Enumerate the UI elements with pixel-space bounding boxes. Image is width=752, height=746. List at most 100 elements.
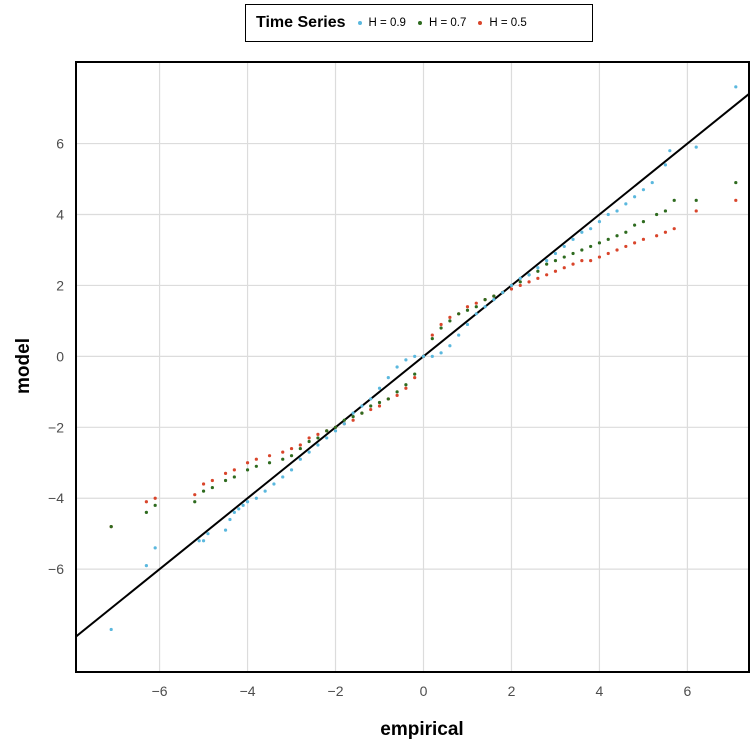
data-point-h07: [536, 269, 540, 273]
data-point-h05: [448, 315, 452, 319]
data-point-h05: [694, 209, 698, 213]
data-point-h07: [465, 308, 470, 312]
legend-marker-h05: [478, 21, 483, 25]
data-point-h05: [245, 461, 250, 465]
data-point-h09: [281, 475, 285, 479]
data-point-h05: [439, 322, 443, 327]
data-point-h07: [254, 464, 258, 468]
data-point-h05: [545, 273, 549, 277]
x-tick-label: 0: [420, 683, 428, 699]
data-point-h05: [307, 436, 311, 440]
data-point-h09: [465, 322, 470, 327]
data-point-h07: [624, 230, 628, 234]
data-point-h09: [404, 358, 408, 362]
data-point-h05: [663, 230, 668, 234]
data-point-h07: [395, 390, 399, 394]
data-point-h07: [369, 404, 373, 408]
data-point-h07: [193, 500, 197, 504]
data-point-h07: [413, 372, 417, 376]
data-point-h07: [307, 439, 311, 444]
data-point-h09: [360, 404, 364, 408]
legend-label-h05: H = 0.5: [489, 17, 527, 29]
data-point-h09: [289, 468, 294, 472]
data-point-h05: [571, 262, 575, 266]
data-point-h05: [298, 443, 302, 447]
data-point-h09: [545, 259, 549, 263]
data-point-h07: [483, 298, 487, 302]
data-point-h09: [483, 305, 487, 309]
data-point-h09: [518, 276, 522, 280]
x-tick-label: −4: [240, 683, 256, 699]
data-point-h05: [465, 305, 470, 309]
data-point-h07: [223, 478, 228, 483]
data-point-h05: [395, 393, 399, 397]
data-point-h05: [254, 457, 258, 461]
data-point-h09: [571, 237, 575, 241]
data-point-h07: [641, 219, 646, 224]
data-point-h09: [448, 344, 452, 348]
data-point-h07: [325, 429, 329, 433]
data-point-h09: [553, 251, 558, 256]
data-points: [109, 85, 738, 632]
y-tick-label: 2: [56, 277, 64, 293]
data-point-h05: [641, 237, 646, 241]
legend-label-h07: H = 0.7: [428, 17, 467, 29]
data-point-h09: [421, 354, 426, 358]
data-point-h05: [606, 251, 610, 256]
data-point-h09: [237, 507, 241, 511]
data-point-h09: [263, 489, 267, 493]
data-point-h09: [597, 219, 602, 224]
data-point-h07: [404, 383, 408, 387]
legend-entry-h05: H = 0.5: [478, 17, 527, 29]
data-point-h09: [254, 496, 258, 500]
data-point-h07: [267, 461, 272, 465]
data-point-h09: [641, 188, 646, 192]
data-point-h09: [474, 312, 478, 316]
data-point-h07: [201, 489, 206, 493]
y-axis-title: model: [13, 338, 34, 394]
y-tick-label: −2: [48, 419, 64, 435]
data-point-h09: [325, 436, 329, 440]
data-point-h07: [448, 319, 452, 323]
legend-entry-h09: H = 0.9: [357, 17, 406, 29]
data-point-h09: [395, 365, 399, 369]
data-point-h09: [439, 351, 443, 355]
legend-title: Time Series: [256, 14, 346, 31]
data-point-h05: [553, 269, 558, 273]
data-point-h05: [536, 276, 540, 280]
data-point-h05: [672, 227, 676, 231]
legend-marker-h07: [417, 21, 422, 25]
reference-line: [75, 93, 750, 638]
data-point-h05: [430, 333, 434, 337]
data-point-h09: [527, 273, 531, 277]
data-point-h07: [245, 468, 250, 472]
data-point-h05: [597, 255, 602, 259]
data-point-h07: [439, 326, 443, 330]
legend: Time Series H = 0.9 H = 0.7 H = 0.5: [245, 4, 593, 42]
data-point-h05: [289, 446, 294, 451]
data-point-h05: [562, 266, 566, 270]
x-tick-label: 6: [684, 683, 692, 699]
data-point-h07: [672, 198, 676, 202]
data-point-h09: [734, 85, 738, 89]
data-point-h09: [272, 482, 276, 486]
data-point-h09: [241, 503, 245, 507]
data-point-h07: [210, 485, 214, 490]
data-point-h09: [663, 163, 668, 167]
y-tick-label: 4: [56, 207, 64, 223]
data-point-h09: [457, 333, 461, 337]
data-point-h07: [571, 251, 575, 256]
data-point-h09: [624, 202, 628, 206]
data-point-h09: [245, 500, 250, 504]
data-point-h05: [201, 482, 206, 486]
data-point-h05: [281, 450, 285, 454]
data-point-h09: [536, 266, 540, 270]
data-point-h05: [633, 241, 637, 245]
legend-entry-h07: H = 0.7: [417, 17, 467, 29]
data-point-h05: [210, 478, 214, 483]
data-point-h07: [457, 312, 461, 316]
data-point-h09: [206, 532, 210, 536]
data-point-h09: [694, 145, 698, 149]
grid-lines: [76, 62, 749, 672]
